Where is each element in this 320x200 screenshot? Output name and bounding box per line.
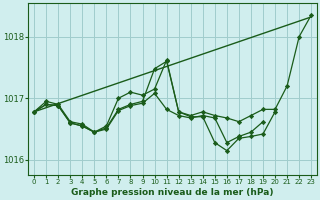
- X-axis label: Graphe pression niveau de la mer (hPa): Graphe pression niveau de la mer (hPa): [71, 188, 274, 197]
